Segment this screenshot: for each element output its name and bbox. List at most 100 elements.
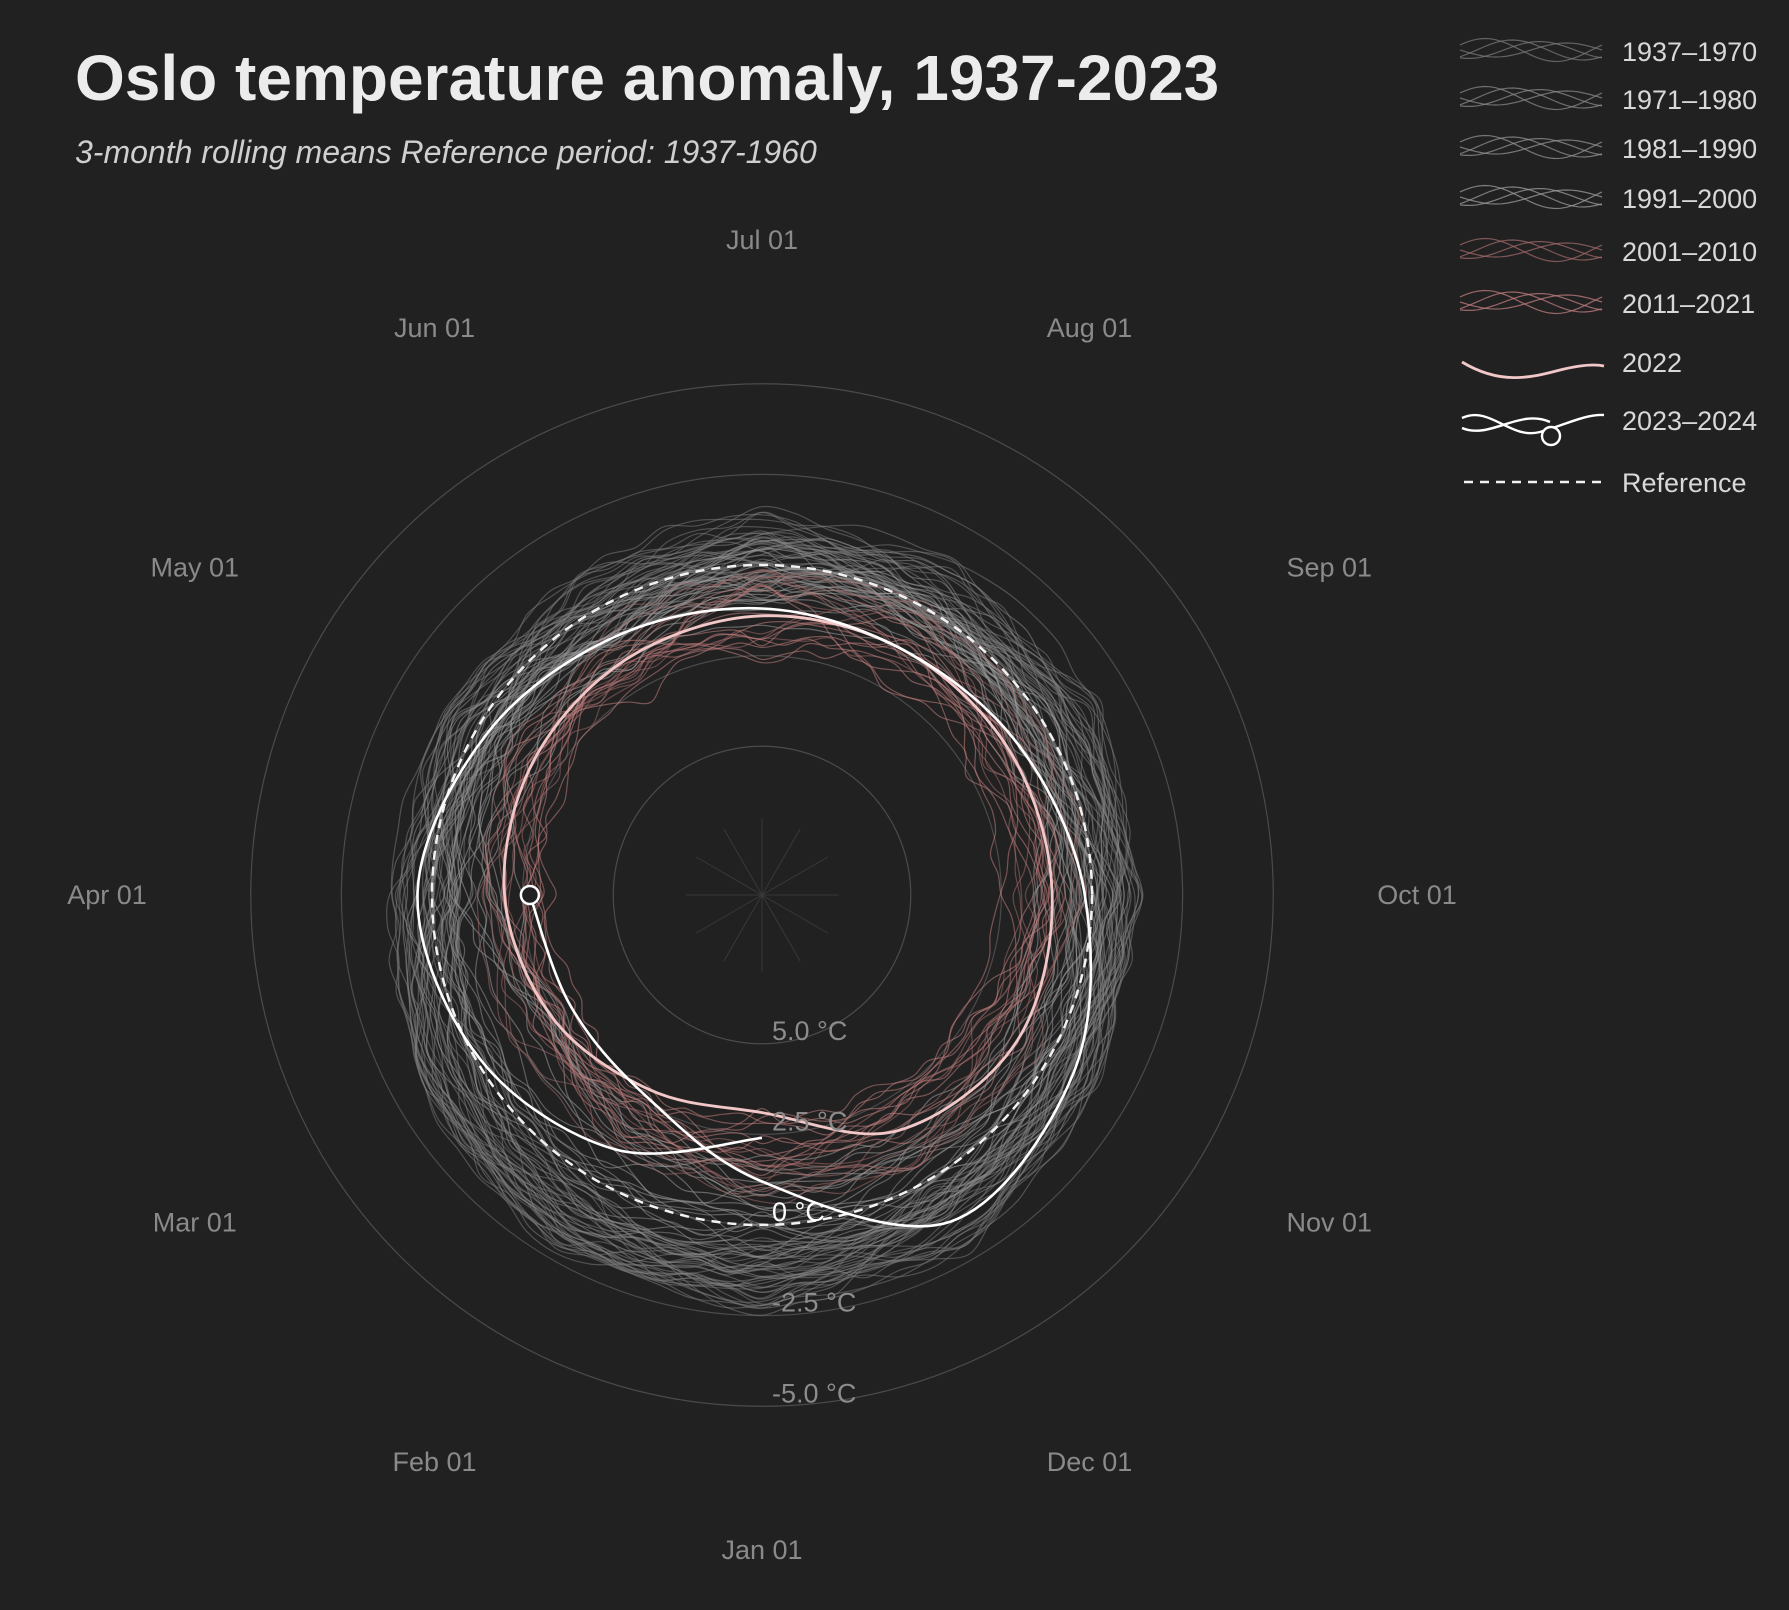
- year-line-2-2: [454, 562, 1099, 1258]
- legend-swatch-4-2: [1459, 239, 1603, 261]
- month-label-3: Mar 01: [153, 1208, 237, 1238]
- legend-swatch-1-3: [1459, 85, 1603, 111]
- year-line-1-1: [417, 539, 1125, 1243]
- grid-spoke-12: [761, 894, 801, 962]
- legend-swatch-4-3: [1459, 237, 1603, 263]
- legend-swatch-5-1: [1459, 293, 1603, 311]
- legend-swatch-5-3: [1459, 289, 1603, 315]
- year-line-5-0: [522, 635, 1047, 1153]
- legend-label-2011-2021: 2011–2021: [1622, 289, 1755, 319]
- year-line-2-0: [440, 570, 1107, 1213]
- legend-swatch-0-3: [1459, 37, 1603, 63]
- year-line-1-8: [402, 537, 1118, 1273]
- year-line-4-9: [496, 600, 1080, 1188]
- legend-swatch-2-2: [1459, 136, 1603, 158]
- year-line-4-8: [485, 568, 1044, 1167]
- year-line-4-7: [476, 637, 1062, 1179]
- legend-swatch-5-2: [1459, 291, 1603, 313]
- year-line-3-5: [476, 548, 1061, 1193]
- ring-label-1: -2.5 °C: [772, 1288, 856, 1318]
- ring-label-4: 5.0 °C: [772, 1016, 847, 1046]
- year-line-2-8: [443, 605, 1122, 1219]
- grid-spoke-8: [761, 828, 801, 896]
- year-line-4-5: [507, 575, 1049, 1172]
- latest-point-marker: [519, 884, 541, 906]
- series-line-1: [416, 606, 1093, 1228]
- month-label-5: May 01: [150, 553, 239, 583]
- month-label-1: Jan 01: [721, 1535, 802, 1565]
- legend-swatch-latest-b: [1461, 417, 1551, 432]
- legend-label-2022: 2022: [1622, 348, 1682, 378]
- grid-spoke-2: [723, 894, 763, 962]
- year-line-5-10: [501, 583, 1048, 1144]
- year-line-4-6: [481, 581, 1036, 1170]
- year-line-2-9: [426, 549, 1062, 1242]
- year-line-5-5: [522, 647, 1067, 1152]
- legend-swatches: [1459, 37, 1605, 484]
- month-label-10: Oct 01: [1377, 880, 1457, 910]
- legend-swatch-1-1: [1459, 89, 1603, 107]
- grid-ring-0: [250, 383, 1274, 1407]
- year-line-5-9: [534, 633, 1058, 1136]
- year-line-0-33: [410, 530, 1144, 1262]
- grid-ring-4: [612, 745, 912, 1045]
- legend-swatch-latest-a: [1461, 413, 1605, 435]
- ring-label-3: 2.5 °C: [772, 1106, 847, 1136]
- month-label-11: Nov 01: [1286, 1208, 1372, 1238]
- legend-swatch-2022: [1461, 360, 1605, 379]
- year-line-0-26: [421, 505, 1132, 1274]
- month-label-12: Dec 01: [1047, 1447, 1133, 1477]
- ring-label-0: -5.0 °C: [772, 1378, 856, 1408]
- chart-title: Oslo temperature anomaly, 1937-2023: [75, 42, 1219, 114]
- year-line-3-4: [484, 598, 1087, 1212]
- year-line-4-1: [499, 585, 1064, 1195]
- year-line-3-6: [478, 589, 1057, 1176]
- legend-label-1991-2000: 1991–2000: [1622, 184, 1757, 214]
- grid-spoke-5: [695, 856, 763, 896]
- ring-label-2: 0 °C: [772, 1197, 825, 1227]
- legend: 1937–1970 1971–1980 1981–1990 1991–2000 …: [1459, 37, 1757, 498]
- month-label-8: Aug 01: [1047, 313, 1133, 343]
- month-label-2: Feb 01: [392, 1447, 476, 1477]
- grid-spoke-9: [761, 856, 829, 896]
- month-label-6: Jun 01: [394, 313, 475, 343]
- legend-swatch-3-3: [1459, 184, 1603, 210]
- legend-label-1971-1980: 1971–1980: [1622, 85, 1757, 115]
- series-line-0: [502, 614, 1054, 1136]
- series-layer: [385, 505, 1144, 1316]
- grid-spoke-11: [761, 894, 829, 934]
- chart-subtitle: 3-month rolling means Reference period: …: [75, 134, 817, 170]
- grid-spoke-6: [723, 828, 763, 896]
- year-line-0-2: [394, 541, 1089, 1279]
- legend-label-1981-1990: 1981–1990: [1622, 134, 1757, 164]
- year-line-0-28: [421, 558, 1097, 1306]
- grid-spoke-3: [695, 894, 763, 934]
- legend-label-1937-1970: 1937–1970: [1622, 37, 1757, 67]
- year-line-2-1: [406, 565, 1077, 1260]
- legend-swatch-0-2: [1459, 39, 1603, 61]
- month-labels: Jan 01 Feb 01 Mar 01 Apr 01 May 01 Jun 01 Jul …: [67, 225, 1457, 1565]
- year-line-1-9: [408, 538, 1125, 1252]
- legend-swatch-0-1: [1459, 41, 1603, 59]
- year-line-4-0: [486, 577, 1074, 1197]
- year-line-5-7: [502, 612, 1035, 1171]
- legend-swatch-2-1: [1459, 138, 1603, 156]
- month-label-4: Apr 01: [67, 880, 147, 910]
- legend-swatch-3-2: [1459, 186, 1603, 208]
- year-line-5-3: [505, 621, 1050, 1176]
- legend-swatch-4-1: [1459, 241, 1603, 259]
- legend-swatch-latest-marker: [1540, 425, 1562, 447]
- month-label-7: Jul 01: [726, 225, 798, 255]
- legend-label-reference: Reference: [1622, 468, 1747, 498]
- legend-swatch-2-3: [1459, 134, 1603, 160]
- legend-swatch-1-2: [1459, 87, 1603, 109]
- ring-labels: -5.0 °C -2.5 °C 0 °C 2.5 °C 5.0 °C: [772, 1016, 856, 1409]
- reference-line: [430, 563, 1094, 1227]
- legend-label-2023-2024: 2023–2024: [1622, 406, 1757, 436]
- year-line-3-1: [503, 567, 1079, 1196]
- legend-swatch-3-1: [1459, 188, 1603, 206]
- legend-label-2001-2010: 2001–2010: [1622, 237, 1757, 267]
- year-line-5-8: [528, 585, 1019, 1133]
- month-label-9: Sep 01: [1286, 553, 1372, 583]
